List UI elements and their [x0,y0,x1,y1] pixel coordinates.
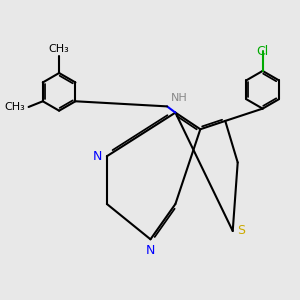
Text: Cl: Cl [256,45,269,58]
Text: S: S [237,224,245,238]
Text: N: N [146,244,155,257]
Text: N: N [93,150,102,163]
Text: NH: NH [171,93,188,103]
Text: CH₃: CH₃ [49,44,70,55]
Text: CH₃: CH₃ [5,102,26,112]
